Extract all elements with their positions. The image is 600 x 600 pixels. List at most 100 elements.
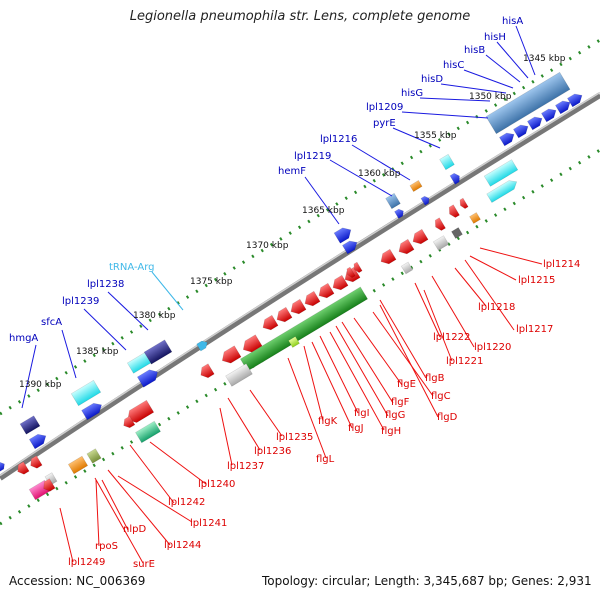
gene-label[interactable]: lpl1217 [516, 324, 553, 335]
gene-fwd [385, 192, 401, 210]
gene-fwd [527, 116, 543, 131]
gene-fwd [555, 100, 571, 115]
gene-label[interactable]: lpl1237 [227, 461, 264, 472]
leader-rev [479, 247, 543, 265]
gene-label[interactable]: lpl1238 [87, 279, 124, 290]
leader-rev [287, 357, 327, 459]
leader-fwd [304, 176, 340, 225]
leader-rev [227, 397, 261, 451]
gene-fwd-shape [28, 433, 47, 450]
gene-rev [290, 298, 307, 315]
gene-label[interactable]: hisH [484, 32, 506, 43]
gene-rev-shape [318, 282, 335, 299]
gene-label[interactable]: flgC [431, 391, 451, 402]
leader-rev [101, 479, 129, 531]
flg-operon-block [239, 286, 369, 372]
gene-label[interactable]: lpl1236 [254, 446, 291, 457]
gene-rev-shape [225, 363, 253, 387]
leader-rev [107, 469, 171, 546]
gene-label[interactable]: hisA [502, 16, 523, 27]
gene-fwd [70, 379, 102, 407]
gene-label[interactable]: lpl1209 [366, 102, 403, 113]
gene-label[interactable]: lpl1221 [446, 356, 483, 367]
gene-fwd-shape [483, 159, 519, 187]
leader-fwd [83, 308, 127, 351]
gene-label[interactable]: hisD [421, 74, 443, 85]
gene-rev [262, 314, 279, 331]
gene-label[interactable]: lpl1215 [518, 275, 555, 286]
gene-rev-shape [200, 363, 215, 379]
gene-label[interactable]: flgF [391, 397, 410, 408]
gene-fwd-shape [19, 415, 41, 435]
gene-fwd [342, 240, 358, 255]
gene-label[interactable]: flgL [316, 454, 335, 465]
leader-fwd [485, 54, 521, 83]
leader-rev [129, 444, 175, 504]
gene-label[interactable]: lpl1242 [168, 497, 205, 508]
gene-fwd [126, 352, 152, 374]
gene-label[interactable]: nlpD [123, 524, 146, 535]
gene-label[interactable]: lpl1240 [198, 479, 235, 490]
gene-rev [318, 282, 335, 299]
leader-fwd [329, 159, 393, 197]
gene-label[interactable]: hisB [464, 45, 485, 56]
leader-rev [117, 475, 193, 523]
gene-label[interactable]: lpl1216 [320, 134, 357, 145]
gene-label[interactable]: lpl1239 [62, 296, 99, 307]
gene-label[interactable]: hisC [443, 60, 464, 71]
gene-rev-shape [288, 336, 300, 348]
leader-rev [319, 335, 359, 414]
scale-labels: 1345 kbp 1350 kbp 1355 kbp 1360 kbp 1365… [19, 54, 566, 390]
gene-label[interactable]: surE [133, 559, 155, 570]
leader-rev [329, 331, 385, 431]
gene-label[interactable]: flgK [318, 416, 338, 427]
gene-label[interactable]: lpl1244 [164, 540, 201, 551]
gene-label[interactable]: lpl1218 [478, 302, 515, 313]
gene-label[interactable]: rpoS [95, 541, 118, 552]
gene-label[interactable]: lpl1222 [433, 332, 470, 343]
scale-label: 1365 kbp [302, 206, 345, 216]
gene-rev [398, 238, 415, 255]
gene-rev [304, 290, 321, 307]
gene-label[interactable]: hmgA [9, 333, 38, 344]
gene-label[interactable]: lpl1235 [276, 432, 313, 443]
gene-rev-shape [346, 266, 356, 278]
gene-label[interactable]: flgB [425, 373, 445, 384]
leader-rev [249, 389, 283, 437]
scale-label: 1355 kbp [414, 131, 457, 141]
gene-label[interactable]: hisG [401, 88, 423, 99]
gene-fwd-shape [449, 172, 460, 185]
scale-label: 1360 kbp [358, 169, 401, 179]
gene-label[interactable]: lpl1241 [190, 518, 227, 529]
gene-rev [451, 227, 463, 239]
gene-label[interactable]: flgJ [348, 423, 364, 434]
gene-label[interactable]: flgE [397, 379, 416, 390]
gene-label[interactable]: pyrE [373, 118, 396, 129]
gene-label[interactable]: lpl1214 [543, 259, 580, 270]
gene-label[interactable]: lpl1219 [294, 151, 331, 162]
gene-rev [30, 455, 43, 469]
gene-rev [43, 478, 56, 492]
genome-backbone-highlight [0, 91, 600, 477]
gene-label[interactable]: hemF [278, 166, 306, 177]
gene-fwd-shape [126, 352, 152, 374]
leader-rev [431, 275, 475, 348]
leader-rev [454, 267, 487, 307]
scale-label: 1380 kbp [133, 311, 176, 321]
gene-label[interactable]: flgH [381, 426, 401, 437]
gene-label[interactable]: lpl1220 [474, 342, 511, 353]
gene-fwd [486, 180, 518, 203]
gene-label[interactable]: flgD [437, 412, 458, 423]
gene-label[interactable]: sfcA [41, 317, 62, 328]
gene-rev-shape [43, 478, 56, 492]
gene-fwd-shape [486, 180, 518, 203]
leader-fwd [515, 25, 536, 76]
gene-label[interactable]: lpl1249 [68, 557, 105, 568]
rna-gene-label[interactable]: tRNA-Arg [109, 262, 154, 273]
gene-rev-shape [86, 448, 102, 464]
leader-rev [379, 304, 439, 418]
gene-fwd-shape [567, 93, 583, 108]
gene-rev-shape [221, 345, 242, 364]
gene-label[interactable]: flgI [354, 408, 370, 419]
gene-label[interactable]: flgG [385, 410, 405, 421]
